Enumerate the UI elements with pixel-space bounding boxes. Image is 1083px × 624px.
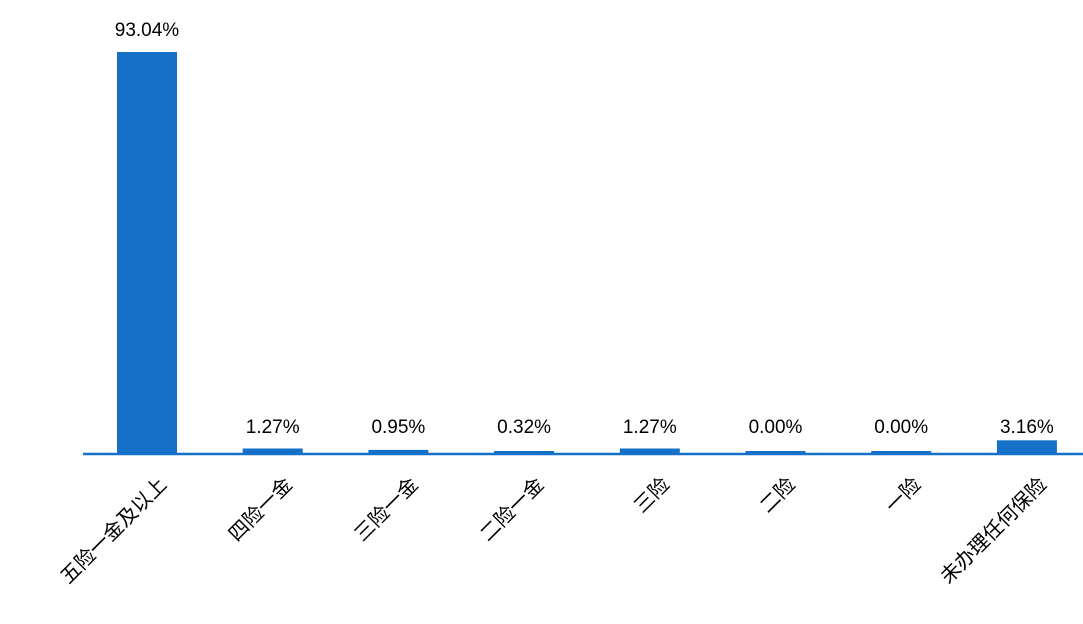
category-labels-layer: 五险一金及以上 四险一金 三险一金 二险一金 三险 二险 一险 未办理任何保险 [55, 472, 1051, 588]
bar-6 [871, 451, 932, 454]
value-label-2: 0.95% [371, 417, 425, 438]
bar-3 [494, 451, 555, 454]
value-label-3: 0.32% [497, 417, 551, 438]
value-label-4: 1.27% [623, 417, 677, 438]
bar-4 [619, 448, 680, 454]
category-label-4: 三险 [629, 472, 674, 517]
category-label-0: 五险一金及以上 [55, 472, 171, 588]
bar-2 [368, 449, 429, 454]
value-labels-layer: 93.04% 1.27% 0.95% 0.32% 1.27% 0.00% 0.00% 3.16… [115, 20, 1054, 438]
bar-5 [745, 451, 806, 454]
value-label-7: 3.16% [1000, 417, 1054, 438]
category-label-3: 二险一金 [475, 472, 549, 546]
category-label-5: 二险 [755, 472, 800, 517]
bar-7 [996, 440, 1057, 454]
bar-1 [242, 448, 303, 454]
value-label-0: 93.04% [115, 20, 180, 41]
category-label-6: 一险 [880, 472, 925, 517]
value-label-6: 0.00% [874, 417, 928, 438]
value-label-5: 0.00% [749, 417, 803, 438]
category-label-1: 四险一金 [223, 472, 297, 546]
bar-0 [117, 52, 177, 454]
category-label-2: 三险一金 [349, 472, 423, 546]
bars-layer [117, 52, 1057, 454]
value-label-1: 1.27% [246, 417, 300, 438]
category-label-7: 未办理任何保险 [935, 472, 1051, 588]
